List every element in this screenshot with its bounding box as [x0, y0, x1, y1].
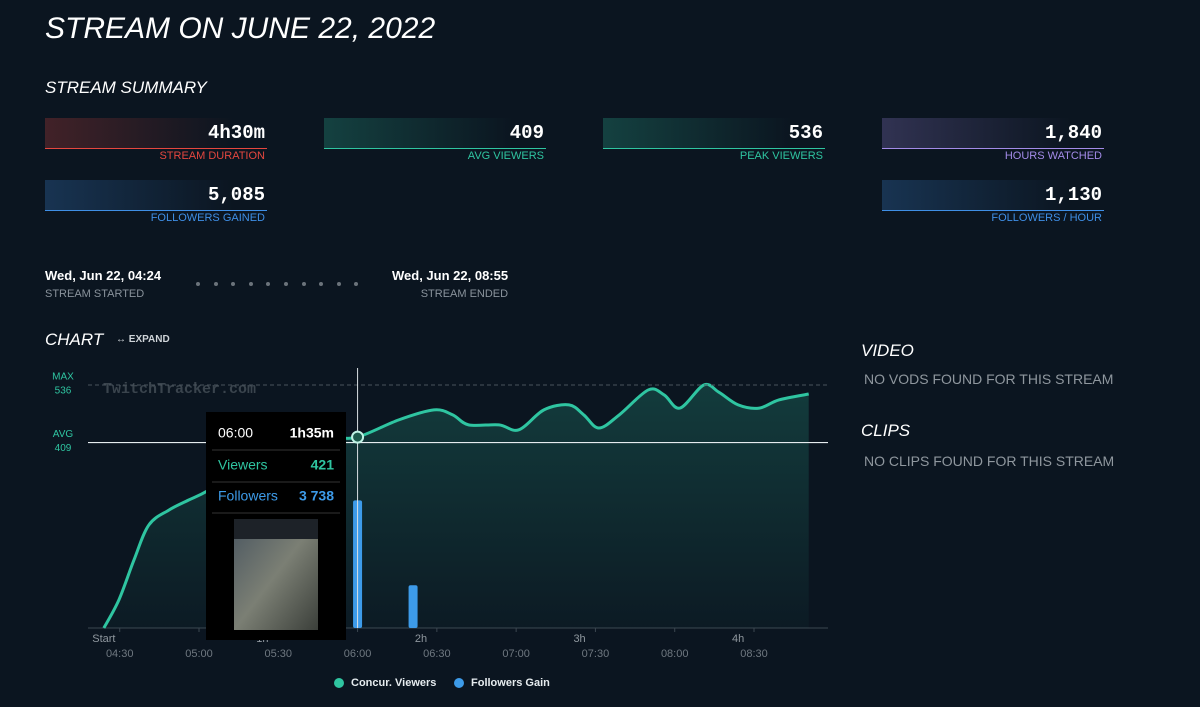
- legend-label: Concur. Viewers: [351, 677, 436, 689]
- stat-label: FOLLOWERS / HOUR: [991, 212, 1102, 224]
- video-text: NO VODS FOUND FOR THIS STREAM: [864, 371, 1114, 387]
- stat-label: STREAM DURATION: [159, 150, 265, 162]
- expand-label: EXPAND: [128, 334, 170, 345]
- stat-label: HOURS WATCHED: [1004, 150, 1102, 162]
- tooltip-row-label: Followers: [218, 488, 278, 504]
- stat-label: AVG VIEWERS: [467, 150, 544, 162]
- x-tick-label: 2h: [415, 633, 427, 645]
- video-title: VIDEO: [861, 341, 914, 360]
- timeline-dot: [196, 282, 200, 286]
- stat-value: 4h30m: [207, 122, 265, 144]
- summary-title: STREAM SUMMARY: [45, 78, 207, 97]
- legend-swatch: [454, 678, 464, 688]
- x-tick-label: 05:00: [185, 648, 213, 660]
- clips-title: CLIPS: [861, 421, 911, 440]
- bar: [408, 585, 418, 628]
- chart-title: CHART: [45, 330, 104, 349]
- tooltip-elapsed: 1h35m: [290, 425, 334, 441]
- clips-text: NO CLIPS FOUND FOR THIS STREAM: [864, 453, 1115, 469]
- x-tick-label: 3h: [573, 633, 585, 645]
- stream-end: Wed, Jun 22, 08:55 STREAM ENDED: [392, 268, 508, 300]
- legend-label: Followers Gain: [471, 677, 550, 689]
- x-tick-label: 04:30: [106, 648, 134, 660]
- page-title: STREAM ON JUNE 22, 2022: [45, 12, 436, 45]
- stat-label: PEAK VIEWERS: [739, 150, 823, 162]
- timeline-dot: [336, 282, 341, 286]
- end-label: STREAM ENDED: [420, 288, 509, 300]
- watermark: TwitchTracker.com: [103, 381, 256, 398]
- x-tick-label: 06:00: [344, 648, 372, 660]
- tooltip-row-label: Viewers: [218, 457, 268, 473]
- legend-swatch: [334, 678, 344, 688]
- end-time: Wed, Jun 22, 08:55: [392, 268, 509, 283]
- stat-value: 1,130: [1044, 184, 1102, 206]
- x-tick-label: 4h: [732, 633, 744, 645]
- reference-value: 409: [55, 443, 72, 454]
- x-tick-label: 06:30: [423, 648, 451, 660]
- x-tick-label: 08:00: [661, 648, 689, 660]
- timeline-dot: [301, 282, 306, 286]
- stat-value: 409: [509, 122, 544, 144]
- stat-value: 5,085: [207, 184, 265, 206]
- stat-value: 536: [788, 122, 823, 144]
- hover-point: [351, 430, 365, 444]
- timeline-dot: [231, 282, 236, 286]
- reference-name: AVG: [53, 429, 74, 440]
- reference-value: 536: [55, 386, 72, 397]
- start-time: Wed, Jun 22, 04:24: [45, 268, 162, 283]
- stat-card: 5,085 FOLLOWERS GAINED: [45, 180, 267, 224]
- x-tick-label: 07:30: [582, 648, 610, 660]
- expand-button[interactable]: ↔ EXPAND: [116, 334, 170, 345]
- start-label: STREAM STARTED: [45, 288, 145, 300]
- stat-label: FOLLOWERS GAINED: [150, 212, 265, 224]
- x-tick-label: 05:30: [265, 648, 293, 660]
- chart: TwitchTracker.comStart1h2h3h4h04:3005:00…: [52, 368, 828, 689]
- timeline-dot: [213, 282, 218, 286]
- timeline-dot: [354, 282, 359, 286]
- timeline-dot: [284, 282, 288, 286]
- stat-card: 536 PEAK VIEWERS: [603, 118, 825, 162]
- stat-card: 4h30m STREAM DURATION: [45, 118, 267, 162]
- tooltip-row-value: 421: [311, 457, 335, 473]
- tooltip-time: 06:00: [218, 425, 253, 441]
- x-tick-label: Start: [92, 633, 115, 645]
- timeline-dot: [248, 282, 253, 286]
- timeline-dot: [319, 282, 324, 286]
- stat-card: 409 AVG VIEWERS: [324, 118, 546, 162]
- reference-name: MAX: [52, 372, 74, 383]
- stream-start: Wed, Jun 22, 04:24 STREAM STARTED: [45, 268, 161, 300]
- x-tick-label: 08:30: [740, 648, 768, 660]
- stat-card: 1,130 FOLLOWERS / HOUR: [882, 180, 1104, 224]
- stat-card: 1,840 HOURS WATCHED: [882, 118, 1104, 162]
- tooltip: 06:00 1h35m Viewers 421 Followers 3 738: [206, 412, 346, 640]
- timeline-dot: [266, 282, 271, 286]
- game-cover-band: [234, 519, 318, 539]
- x-tick-label: 07:00: [502, 648, 530, 660]
- tooltip-row-value: 3 738: [299, 488, 334, 504]
- stat-value: 1,840: [1044, 122, 1102, 144]
